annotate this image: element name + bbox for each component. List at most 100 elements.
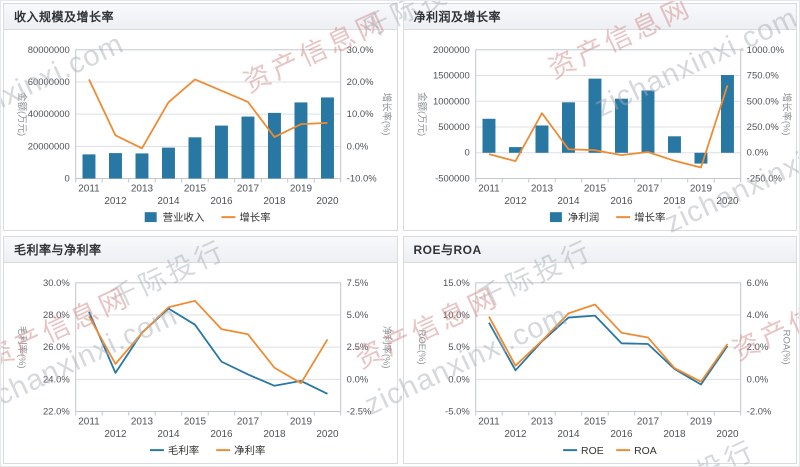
x-axis-label: 2019 [689, 416, 712, 427]
x-axis-label: 2018 [663, 429, 686, 440]
bar-营业收入[interactable] [294, 102, 308, 179]
bar-净利润[interactable] [614, 98, 628, 153]
bar-营业收入[interactable] [161, 147, 175, 179]
bar-营业收入[interactable] [267, 112, 281, 179]
left-axis-tick: 30.0% [43, 277, 70, 288]
right-axis-name: 净利率(%) [382, 326, 393, 369]
panel-roe-roa: ROE与ROA -5.0% 0.0% 5.0% 10.0% 15.0% -2.0% 0.0%… [402, 236, 797, 464]
left-axis-tick: -500000 [435, 173, 470, 184]
bar-营业收入[interactable] [135, 153, 149, 179]
right-axis-tick: 0.0% [347, 373, 369, 384]
x-axis-label: 2011 [78, 416, 100, 427]
panel-roe-roa-body: -5.0% 0.0% 5.0% 10.0% 15.0% -2.0% 0.0% 2.0% 4.0%… [404, 263, 797, 463]
right-axis-tick: -250.0% [746, 173, 782, 184]
left-axis-tick: 80000000 [28, 44, 70, 55]
line-净利率[interactable] [88, 299, 329, 385]
left-axis-tick: 500000 [438, 121, 470, 132]
legend-item-毛利率[interactable]: 毛利率 [149, 444, 199, 457]
svg-text:ROA: ROA [634, 446, 657, 457]
legend-item-净利率[interactable]: 净利率 [216, 444, 265, 457]
panel-revenue-growth-title: 收入规模及增长率 [4, 4, 397, 30]
bar-营业收入[interactable] [241, 116, 255, 179]
right-axis-tick: 0.0% [746, 373, 768, 384]
bar-营业收入[interactable] [320, 97, 334, 179]
x-axis-label: 2018 [263, 196, 286, 207]
margins-chart[interactable]: 22.0% 24.0% 26.0% 28.0% 30.0% -2.5% 0.0% 2.5% 5.… [4, 263, 397, 463]
right-axis-tick: 5.0% [347, 309, 369, 320]
svg-text:毛利率: 毛利率 [168, 444, 199, 457]
panel-netprofit-growth-title: 净利润及增长率 [403, 4, 796, 30]
left-axis-name: ROE(%) [416, 330, 427, 365]
left-axis-name: 金额(万元) [17, 92, 28, 136]
svg-text:净利润: 净利润 [567, 211, 598, 224]
bar-净利润[interactable] [482, 118, 495, 153]
right-axis-tick: 1000.0% [746, 44, 784, 55]
x-axis-label: 2013 [131, 416, 154, 427]
x-axis-label: 2014 [157, 196, 180, 207]
x-axis-label: 2016 [610, 196, 633, 207]
x-axis-label: 2019 [689, 183, 712, 194]
bar-净利润[interactable] [587, 78, 601, 153]
left-axis-tick: -5.0% [445, 406, 470, 417]
x-axis-label: 2015 [583, 183, 606, 194]
bar-净利润[interactable] [534, 125, 548, 153]
x-axis-label: 2012 [104, 196, 127, 207]
right-axis-tick: 0.0% [347, 140, 369, 151]
right-axis-tick: 7.5% [347, 277, 369, 288]
x-axis-label: 2013 [131, 183, 154, 194]
bar-营业收入[interactable] [188, 137, 202, 179]
x-axis-label: 2013 [530, 183, 553, 194]
right-axis-tick: 250.0% [746, 121, 779, 132]
left-axis-tick: 1000000 [432, 95, 469, 106]
line-ROE[interactable] [487, 314, 728, 386]
svg-text:净利率: 净利率 [234, 444, 265, 457]
line-毛利率[interactable] [88, 307, 328, 395]
right-axis-tick: 20.0% [347, 76, 374, 87]
x-axis-label: 2015 [184, 416, 207, 427]
bar-净利润[interactable] [693, 152, 707, 164]
right-axis-name: 增长率(%) [781, 93, 792, 136]
line-ROA[interactable] [487, 303, 728, 383]
bar-净利润[interactable] [508, 147, 522, 153]
revenue-growth-chart[interactable]: 0 20000000 40000000 60000000 80000000 -10.0% 0… [4, 30, 397, 230]
left-axis-tick: 24.0% [43, 373, 70, 384]
legend-item-增长率[interactable]: 增长率 [615, 211, 665, 224]
x-axis-label: 2020 [716, 196, 739, 207]
left-axis-tick: 2000000 [432, 44, 469, 55]
panel-revenue-growth: 收入规模及增长率 0 20000000 40000000 60000000 800000… [3, 3, 398, 231]
x-axis-label: 2015 [583, 416, 606, 427]
legend-item-净利润[interactable]: 净利润 [549, 211, 599, 224]
legend-item-营业收入[interactable]: 营业收入 [144, 211, 205, 224]
left-axis-tick: 60000000 [28, 76, 70, 87]
left-axis-tick: 15.0% [442, 277, 469, 288]
bar-营业收入[interactable] [82, 154, 96, 179]
right-axis-tick: 10.0% [347, 108, 374, 119]
svg-text:增长率: 增长率 [634, 211, 665, 224]
right-axis-tick: -2.0% [746, 406, 771, 417]
x-axis-label: 2016 [610, 429, 633, 440]
panel-title-text: 收入规模及增长率 [14, 10, 115, 24]
line-增长率[interactable] [488, 85, 728, 169]
bar-净利润[interactable] [667, 136, 681, 153]
x-axis-label: 2011 [478, 416, 500, 427]
right-axis-tick: 6.0% [746, 277, 768, 288]
right-axis-tick: 30.0% [347, 44, 374, 55]
netprofit-growth-chart[interactable]: -500000 0 500000 1000000 1500000 2000000 -250.… [404, 30, 797, 230]
bar-净利润[interactable] [561, 102, 575, 153]
x-axis-label: 2015 [184, 183, 207, 194]
legend-item-ROE[interactable]: ROE [562, 446, 604, 457]
svg-text:营业收入: 营业收入 [163, 211, 205, 224]
svg-text:增长率: 增长率 [239, 211, 270, 224]
line-增长率[interactable] [88, 78, 328, 150]
bar-营业收入[interactable] [108, 153, 122, 179]
panel-revenue-growth-body: 0 20000000 40000000 60000000 80000000 -10.0% 0… [4, 30, 397, 230]
legend-item-增长率[interactable]: 增长率 [221, 211, 271, 224]
bar-净利润[interactable] [640, 90, 654, 153]
panel-margins-title: 毛利率与净利率 [4, 237, 397, 263]
roe-roa-chart[interactable]: -5.0% 0.0% 5.0% 10.0% 15.0% -2.0% 0.0% 2.0% 4.0%… [404, 263, 797, 463]
bar-营业收入[interactable] [214, 125, 228, 179]
x-axis-label: 2017 [237, 416, 260, 427]
legend-item-ROA[interactable]: ROA [615, 446, 657, 457]
x-axis-label: 2020 [316, 196, 339, 207]
right-axis-tick: 750.0% [746, 70, 779, 81]
